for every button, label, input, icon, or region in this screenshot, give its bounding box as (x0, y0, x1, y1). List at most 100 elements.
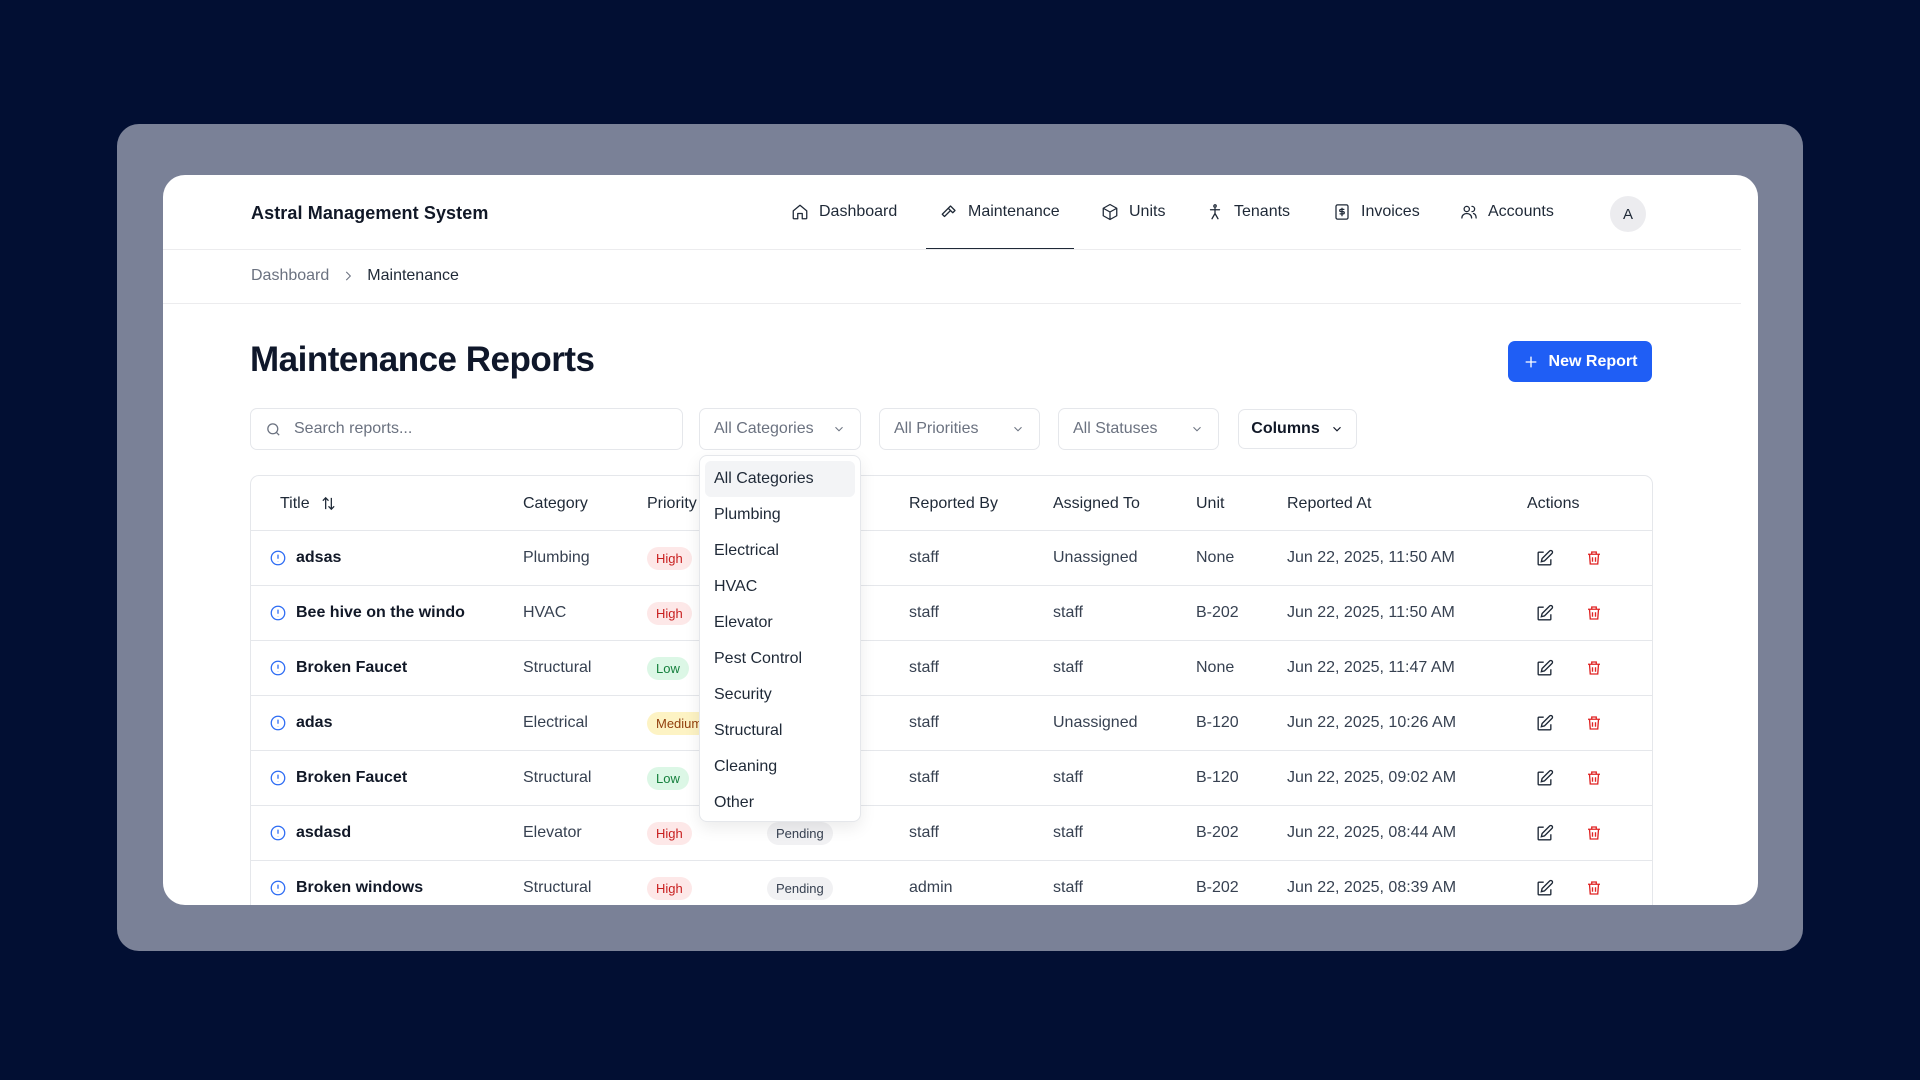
delete-button[interactable] (1585, 586, 1603, 640)
dropdown-option[interactable]: Structural (714, 722, 783, 739)
column-header-title[interactable]: Title (280, 476, 337, 531)
dropdown-option[interactable]: Other (714, 794, 755, 811)
table-row[interactable]: Bee hive on the windo HVAC High staff staff B… (251, 586, 1652, 641)
breadcrumb-divider (163, 303, 1741, 304)
report-title-cell[interactable]: adas (269, 696, 332, 750)
reported-by-cell: staff (909, 549, 939, 566)
category-filter-select[interactable]: All Categories (699, 408, 861, 450)
column-header-assigned-to: Assigned To (1053, 494, 1140, 512)
edit-button[interactable] (1535, 751, 1554, 805)
dropdown-option[interactable]: Elevator (714, 614, 773, 631)
box-icon (1102, 203, 1118, 221)
reported-at-cell: Jun 22, 2025, 08:44 AM (1287, 824, 1457, 841)
top-navbar: Astral Management System Dashboard Maint… (163, 175, 1758, 250)
info-circle-icon (270, 715, 286, 731)
edit-button[interactable] (1535, 586, 1554, 640)
report-title-cell[interactable]: Broken Faucet (269, 641, 407, 695)
edit-icon (1537, 769, 1554, 786)
table-row[interactable]: Broken Faucet Structural Low staff staff B-12… (251, 751, 1652, 806)
nav-item-invoices[interactable]: Invoices (1333, 175, 1420, 249)
nav-item-accounts[interactable]: Accounts (1460, 175, 1554, 249)
dropdown-option[interactable]: Security (714, 686, 772, 703)
nav-label: Maintenance (968, 203, 1060, 220)
category-cell: Plumbing (523, 549, 590, 566)
report-title-cell[interactable]: Broken Faucet (269, 751, 407, 805)
report-title-cell[interactable]: asdasd (269, 806, 351, 860)
dropdown-option[interactable]: Cleaning (714, 758, 778, 775)
edit-button[interactable] (1535, 861, 1554, 905)
category-cell: Structural (523, 659, 592, 676)
reported-at-cell: Jun 22, 2025, 11:50 AM (1287, 604, 1455, 621)
nav-item-units[interactable]: Units (1101, 175, 1165, 249)
reported-at-cell: Jun 22, 2025, 08:39 AM (1287, 879, 1457, 896)
report-title-cell[interactable]: Bee hive on the windo (269, 586, 465, 640)
delete-button[interactable] (1585, 751, 1603, 805)
assigned-to-cell: staff (1053, 824, 1083, 841)
priority-badge: High (647, 546, 692, 570)
hammer-icon (941, 205, 956, 218)
assigned-to-cell: staff (1053, 879, 1083, 896)
delete-button[interactable] (1585, 696, 1603, 750)
nav-item-maintenance[interactable]: Maintenance (926, 175, 1074, 250)
info-circle-icon (270, 880, 286, 896)
dropdown-option[interactable]: Pest Control (714, 650, 803, 667)
report-title: asdasd (296, 824, 352, 841)
users-icon (1461, 205, 1477, 219)
dropdown-option[interactable]: All Categories (705, 461, 855, 497)
category-cell: Elevator (523, 824, 582, 841)
category-cell: Structural (523, 769, 592, 786)
column-header-category: Category (523, 494, 588, 512)
edit-button[interactable] (1535, 806, 1554, 860)
dropdown-option[interactable]: Electrical (714, 542, 779, 559)
report-title-cell[interactable]: Broken windows (269, 861, 423, 905)
priority-filter-select[interactable]: All Priorities (879, 408, 1040, 450)
breadcrumb-dashboard-link[interactable]: Dashboard (251, 267, 330, 284)
column-header-reported-by: Reported By (909, 494, 998, 512)
unit-cell: B-202 (1196, 604, 1239, 621)
status-filter-select[interactable]: All Statuses (1058, 408, 1219, 450)
report-title-cell[interactable]: adsas (269, 531, 341, 585)
info-circle-icon (270, 605, 286, 621)
edit-icon (1537, 659, 1554, 676)
trash-icon (1588, 826, 1600, 840)
delete-button[interactable] (1585, 641, 1603, 695)
table-row[interactable]: adsas Plumbing High staff Unassigned None Jun … (251, 531, 1652, 586)
table-row[interactable]: Broken windows Structural High Pending admin… (251, 861, 1652, 905)
category-cell: Structural (523, 879, 592, 896)
nav-item-dashboard[interactable]: Dashboard (791, 175, 897, 249)
columns-label: Columns (1251, 420, 1320, 437)
priority-cell: Medium (647, 696, 712, 750)
trash-icon (1588, 606, 1600, 620)
unit-cell: B-120 (1196, 714, 1239, 731)
chevron-down-icon (1332, 426, 1341, 432)
delete-button[interactable] (1585, 806, 1603, 860)
edit-button[interactable] (1535, 641, 1554, 695)
reported-by-cell: admin (909, 879, 953, 896)
avatar[interactable]: A (1610, 196, 1646, 232)
edit-button[interactable] (1535, 696, 1554, 750)
dropdown-option[interactable]: Plumbing (714, 506, 781, 523)
priority-cell: Low (647, 751, 689, 805)
edit-button[interactable] (1535, 531, 1554, 585)
reported-by-cell: staff (909, 604, 939, 621)
table-row[interactable]: adas Electrical Medium staff Unassigned B-120… (251, 696, 1652, 751)
nav-item-tenants[interactable]: Tenants (1206, 175, 1290, 249)
priority-badge: Medium (647, 711, 712, 735)
table-header-row: Title Category Priority Reported By Assi… (251, 476, 1652, 531)
delete-button[interactable] (1585, 531, 1603, 585)
home-icon (792, 204, 808, 220)
priority-badge: Low (647, 766, 689, 790)
table-row[interactable]: asdasd Elevator High Pending staff staff B-202… (251, 806, 1652, 861)
dropdown-option[interactable]: HVAC (714, 578, 758, 595)
delete-button[interactable] (1585, 861, 1603, 905)
table-row[interactable]: Broken Faucet Structural Low staff staff None… (251, 641, 1652, 696)
columns-button[interactable]: Columns (1238, 409, 1357, 449)
reported-by-cell: staff (909, 769, 939, 786)
sort-icon[interactable] (320, 495, 337, 512)
new-report-button[interactable]: New Report (1508, 341, 1652, 382)
reported-at-cell: Jun 22, 2025, 09:02 AM (1287, 769, 1457, 786)
search-input[interactable] (294, 420, 654, 438)
column-header-actions: Actions (1527, 494, 1580, 512)
assigned-to-cell: Unassigned (1053, 714, 1138, 731)
priority-badge: Low (647, 656, 689, 680)
